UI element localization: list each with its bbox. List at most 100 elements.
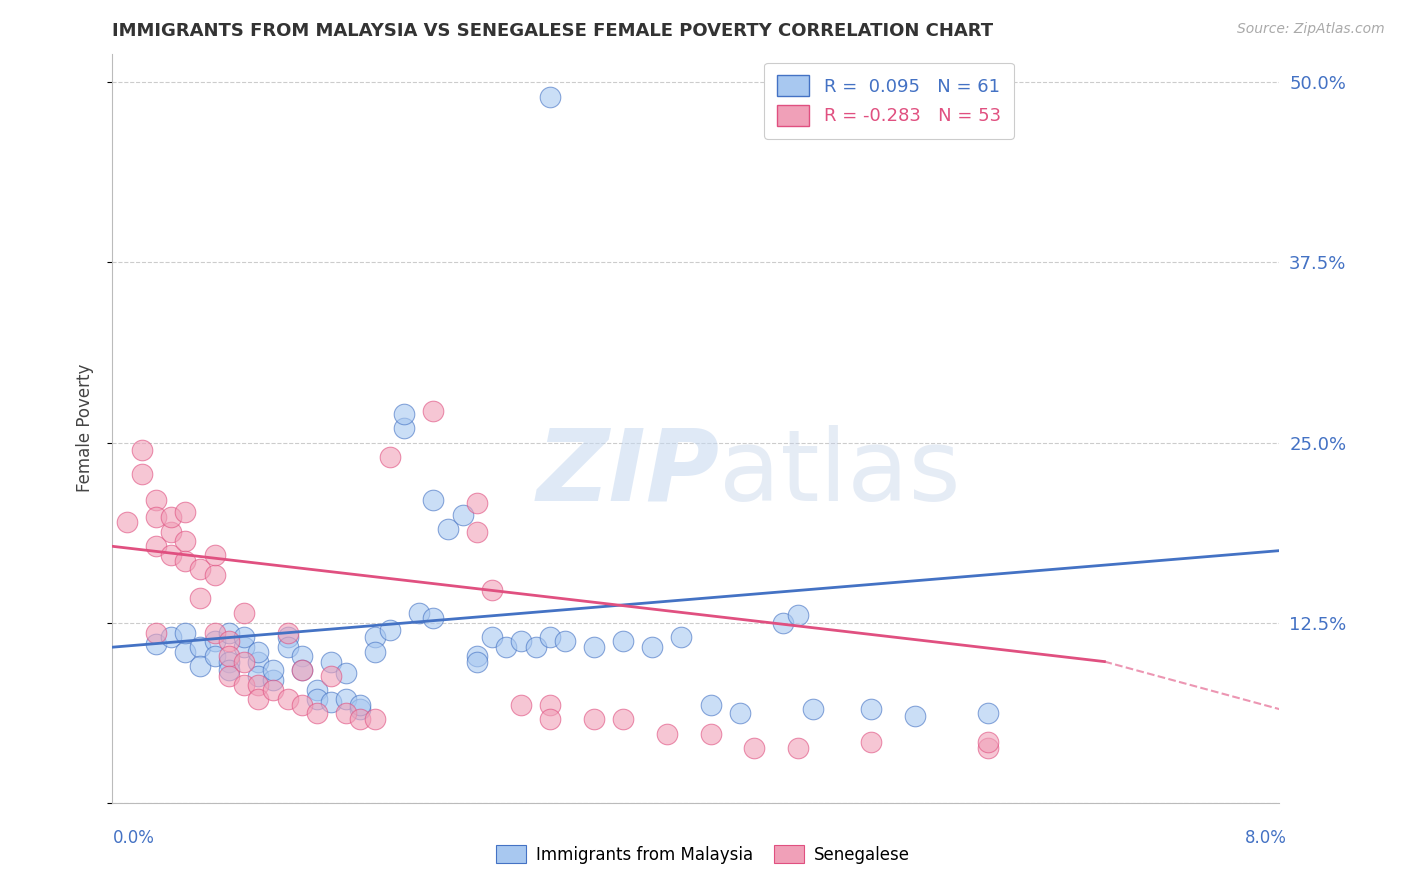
Point — [422, 611, 444, 625]
Point — [145, 637, 167, 651]
Point — [495, 640, 517, 655]
Point — [976, 735, 998, 749]
Point — [801, 702, 824, 716]
Point — [218, 655, 240, 669]
Point — [145, 625, 167, 640]
Point — [305, 706, 328, 721]
Point — [145, 493, 167, 508]
Point — [247, 644, 270, 658]
Point — [262, 673, 284, 688]
Point — [392, 407, 416, 421]
Point — [232, 678, 254, 692]
Point — [247, 655, 270, 669]
Point — [188, 591, 211, 606]
Point — [742, 741, 765, 756]
Point — [408, 606, 430, 620]
Point — [291, 648, 314, 663]
Point — [465, 655, 488, 669]
Point — [204, 648, 226, 663]
Point — [160, 510, 183, 524]
Point — [364, 630, 387, 644]
Point — [481, 582, 503, 597]
Point — [145, 539, 167, 553]
Point — [232, 655, 254, 669]
Text: ZIP: ZIP — [536, 425, 720, 522]
Point — [276, 692, 298, 706]
Point — [131, 467, 153, 482]
Point — [772, 615, 794, 630]
Point — [728, 706, 751, 721]
Point — [787, 608, 810, 623]
Point — [582, 640, 605, 655]
Point — [262, 683, 284, 698]
Point — [465, 524, 488, 539]
Point — [188, 659, 211, 673]
Point — [671, 630, 693, 644]
Point — [291, 663, 314, 677]
Point — [160, 548, 183, 562]
Point — [392, 421, 416, 435]
Point — [349, 712, 371, 726]
Point — [349, 702, 371, 716]
Point — [524, 640, 547, 655]
Point — [276, 630, 298, 644]
Point — [174, 554, 197, 568]
Legend: R =  0.095   N = 61, R = -0.283   N = 53: R = 0.095 N = 61, R = -0.283 N = 53 — [765, 62, 1014, 138]
Point — [465, 648, 488, 663]
Point — [451, 508, 474, 522]
Point — [174, 644, 197, 658]
Point — [335, 666, 357, 681]
Y-axis label: Female Poverty: Female Poverty — [76, 364, 94, 492]
Point — [655, 726, 678, 740]
Point — [305, 692, 328, 706]
Point — [554, 634, 576, 648]
Text: Source: ZipAtlas.com: Source: ZipAtlas.com — [1237, 22, 1385, 37]
Point — [174, 533, 197, 548]
Point — [232, 640, 254, 655]
Point — [465, 496, 488, 510]
Point — [787, 741, 810, 756]
Point — [218, 669, 240, 683]
Point — [437, 522, 460, 536]
Legend: Immigrants from Malaysia, Senegalese: Immigrants from Malaysia, Senegalese — [489, 838, 917, 871]
Point — [276, 625, 298, 640]
Point — [145, 510, 167, 524]
Point — [904, 709, 927, 723]
Point — [321, 655, 343, 669]
Point — [232, 606, 254, 620]
Point — [291, 663, 314, 677]
Text: 0.0%: 0.0% — [112, 829, 155, 847]
Point — [160, 630, 183, 644]
Point — [612, 634, 634, 648]
Point — [262, 663, 284, 677]
Point — [509, 634, 531, 648]
Point — [247, 692, 270, 706]
Point — [612, 712, 634, 726]
Point — [509, 698, 531, 712]
Point — [174, 625, 197, 640]
Point — [364, 644, 387, 658]
Point — [422, 493, 444, 508]
Point — [364, 712, 387, 726]
Point — [291, 698, 314, 712]
Point — [335, 706, 357, 721]
Point — [131, 442, 153, 457]
Point — [321, 669, 343, 683]
Point — [204, 568, 226, 582]
Point — [699, 726, 721, 740]
Point — [188, 640, 211, 655]
Point — [378, 623, 401, 637]
Point — [232, 630, 254, 644]
Point — [247, 678, 270, 692]
Point — [218, 663, 240, 677]
Point — [204, 548, 226, 562]
Point — [174, 505, 197, 519]
Point — [247, 669, 270, 683]
Point — [204, 625, 226, 640]
Point — [218, 625, 240, 640]
Point — [976, 741, 998, 756]
Point — [538, 89, 561, 103]
Point — [641, 640, 664, 655]
Point — [582, 712, 605, 726]
Point — [160, 524, 183, 539]
